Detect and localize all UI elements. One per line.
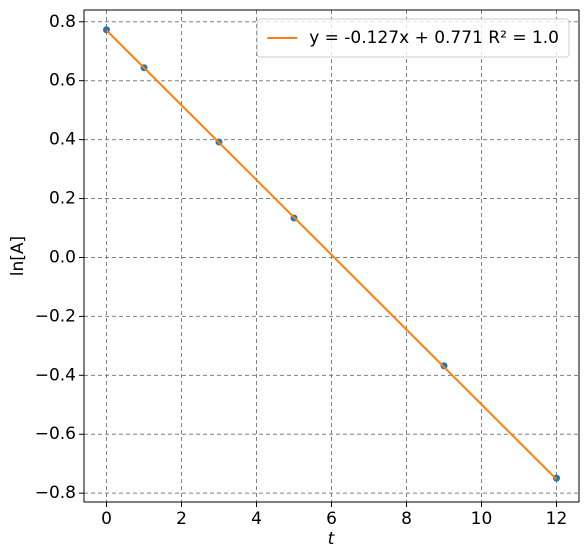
y-tick-label: 0.2 xyxy=(49,189,76,209)
y-tick-label: −0.4 xyxy=(35,365,76,385)
y-tick-label: 0.0 xyxy=(49,247,76,267)
x-tick-label: 4 xyxy=(251,509,262,529)
y-tick-label: 0.4 xyxy=(49,130,76,150)
fit-line xyxy=(105,29,558,481)
y-tick-label: 0.6 xyxy=(49,71,76,91)
plot-frame xyxy=(83,9,580,503)
x-tick-label: 6 xyxy=(326,509,337,529)
legend-label: y = -0.127x + 0.771 R² = 1.0 xyxy=(309,28,559,48)
x-tick-label: 8 xyxy=(401,509,412,529)
x-tick-label: 12 xyxy=(546,509,568,529)
x-tick-label: 2 xyxy=(176,509,187,529)
y-tick-label: 0.8 xyxy=(49,12,76,32)
legend-box xyxy=(256,18,570,58)
y-tick-label: −0.8 xyxy=(35,483,76,503)
x-tick-label: 0 xyxy=(101,509,112,529)
x-axis-label: t xyxy=(328,529,336,549)
y-tick-label: −0.6 xyxy=(35,424,76,444)
legend: y = -0.127x + 0.771 R² = 1.0 xyxy=(256,18,570,58)
y-axis-label: ln[A] xyxy=(8,236,28,276)
y-tick-label: −0.2 xyxy=(35,306,76,326)
x-tick-label: 10 xyxy=(471,509,493,529)
